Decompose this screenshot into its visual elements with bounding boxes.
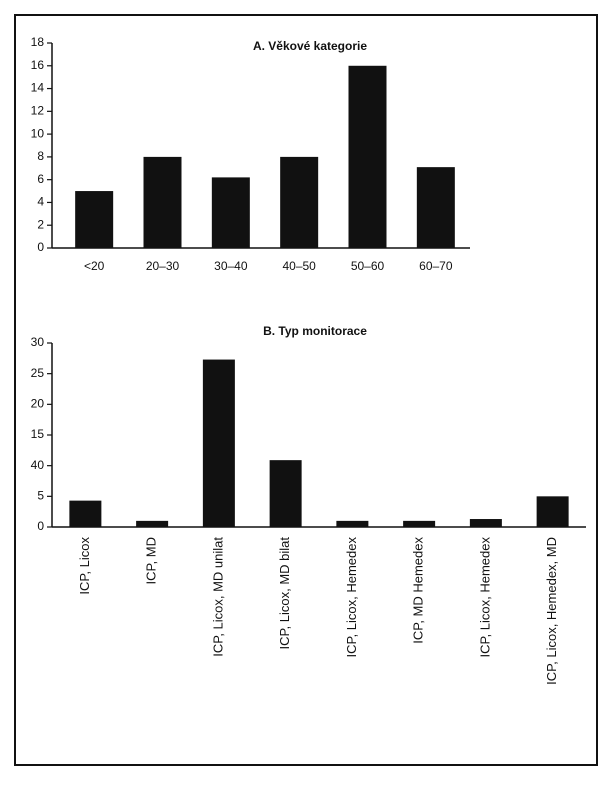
bar	[269, 460, 302, 527]
y-tick-label: 40	[31, 458, 45, 472]
x-tick-label: <20	[84, 259, 105, 273]
y-tick-label: 30	[31, 335, 45, 349]
bar	[469, 519, 502, 527]
y-tick-label: 8	[37, 149, 44, 163]
x-tick-label: ICP, MD Hemedex	[411, 537, 426, 644]
x-tick-label: 30–40	[214, 259, 248, 273]
x-tick-label: ICP, Licox	[77, 537, 92, 595]
y-tick-label: 15	[31, 427, 45, 441]
bar	[211, 177, 250, 248]
y-tick-label: 25	[31, 366, 45, 380]
chart-title: A. Věkové kategorie	[253, 39, 367, 53]
y-tick-label: 12	[31, 104, 45, 118]
y-tick-label: 2	[37, 217, 44, 231]
bar	[280, 156, 319, 248]
bar	[348, 65, 387, 249]
bar	[336, 520, 369, 527]
y-tick-label: 10	[31, 126, 45, 140]
bar	[75, 191, 114, 248]
y-tick-label: 14	[31, 81, 45, 95]
x-tick-label: 60–70	[419, 259, 453, 273]
y-tick-label: 16	[31, 58, 45, 72]
x-tick-label: 40–50	[282, 259, 316, 273]
y-tick-label: 4	[37, 195, 44, 209]
bar	[202, 359, 235, 527]
x-tick-label: 20–30	[146, 259, 180, 273]
y-tick-label: 20	[31, 397, 45, 411]
bar	[403, 520, 436, 527]
y-tick-label: 6	[37, 172, 44, 186]
x-tick-label: 50–60	[351, 259, 385, 273]
x-tick-label: ICP, MD	[144, 537, 159, 584]
chart-title: B. Typ monitorace	[263, 324, 367, 338]
x-tick-label: ICP, Licox, Hemedex, MD	[544, 537, 559, 685]
bar	[136, 520, 169, 527]
y-tick-label: 0	[37, 519, 44, 533]
y-tick-label: 5	[37, 489, 44, 503]
bar	[69, 500, 102, 527]
x-tick-label: ICP, Licox, MD unilat	[210, 537, 225, 657]
x-tick-label: ICP, Licox, Hemedex	[477, 537, 492, 658]
bar	[143, 156, 182, 248]
bar	[416, 167, 455, 248]
x-tick-label: ICP, Licox, Hemedex	[344, 537, 359, 658]
bar	[536, 496, 569, 527]
x-tick-label: ICP, Licox, MD bilat	[277, 537, 292, 650]
y-tick-label: 0	[37, 240, 44, 254]
frame	[14, 14, 598, 766]
y-tick-label: 18	[31, 35, 45, 49]
